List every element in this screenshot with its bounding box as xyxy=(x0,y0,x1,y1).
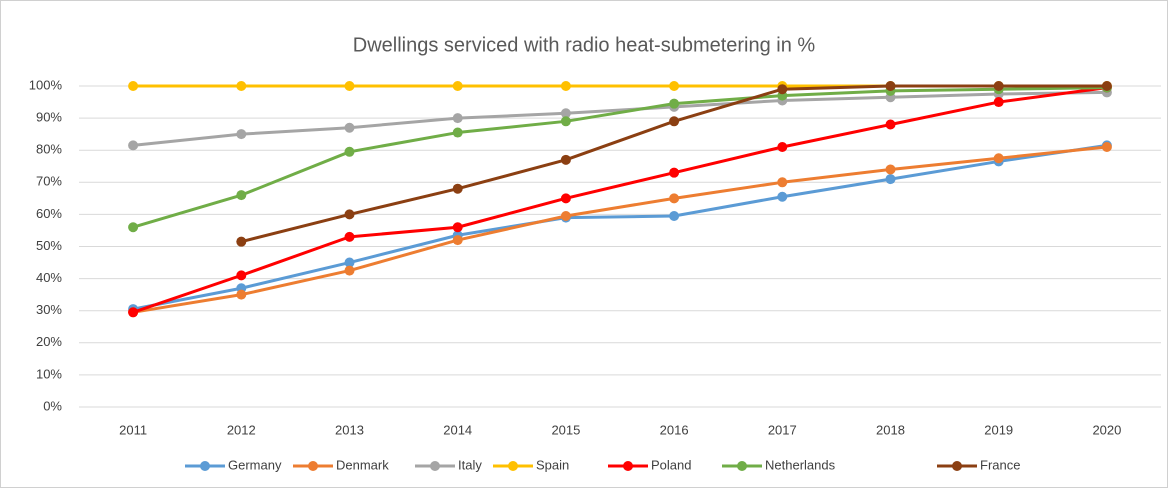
data-point xyxy=(885,81,896,91)
series-line xyxy=(132,145,1108,314)
x-tick-label: 2019 xyxy=(984,422,1013,437)
data-point xyxy=(777,177,788,188)
y-tick-label: 30% xyxy=(36,302,62,317)
legend-label: Italy xyxy=(458,457,482,472)
chart-title: Dwellings serviced with radio heat-subme… xyxy=(353,34,816,56)
data-point xyxy=(344,257,355,268)
y-tick-label: 40% xyxy=(36,270,62,285)
data-point xyxy=(452,235,463,246)
legend-label: Poland xyxy=(651,457,691,472)
data-point xyxy=(560,108,571,119)
data-point xyxy=(560,193,571,204)
y-tick-label: 100% xyxy=(29,77,63,92)
series-line xyxy=(132,143,1108,311)
x-tick-label: 2012 xyxy=(227,422,256,437)
data-point xyxy=(452,183,463,194)
y-tick-label: 20% xyxy=(36,334,62,349)
legend-label: Spain xyxy=(536,457,569,472)
legend-label: Denmark xyxy=(336,457,389,472)
legend-label: France xyxy=(980,457,1020,472)
series-line xyxy=(132,86,1108,314)
data-point xyxy=(128,140,139,151)
data-point xyxy=(993,97,1004,108)
legend-marker xyxy=(623,461,633,471)
data-point xyxy=(777,141,788,152)
data-point xyxy=(236,190,247,201)
data-point xyxy=(1101,141,1112,152)
x-tick-label: 2017 xyxy=(768,422,797,437)
data-point xyxy=(344,209,355,220)
data-point xyxy=(344,265,355,276)
data-point xyxy=(236,129,247,140)
data-point xyxy=(344,122,355,133)
data-point xyxy=(669,116,680,127)
data-point xyxy=(344,81,355,91)
y-tick-label: 70% xyxy=(36,174,62,189)
data-point xyxy=(777,84,788,95)
data-point xyxy=(236,289,247,300)
series-line xyxy=(132,86,1107,229)
data-point xyxy=(669,193,680,204)
data-point xyxy=(560,154,571,165)
data-point xyxy=(885,174,896,185)
x-tick-label: 2011 xyxy=(119,422,147,437)
data-point xyxy=(344,231,355,242)
data-point xyxy=(452,222,463,233)
data-point xyxy=(993,153,1004,164)
data-point xyxy=(236,270,247,281)
y-tick-label: 90% xyxy=(36,110,62,125)
data-point xyxy=(236,236,247,247)
data-point xyxy=(669,98,680,109)
data-point xyxy=(452,127,463,138)
data-point xyxy=(452,81,463,91)
data-point xyxy=(777,191,788,202)
data-point xyxy=(560,81,571,91)
data-point xyxy=(344,146,355,157)
series-line xyxy=(132,90,1107,147)
data-point xyxy=(993,81,1004,91)
legend-marker xyxy=(430,461,440,471)
legend-marker xyxy=(308,461,318,471)
data-point xyxy=(669,81,680,91)
data-point xyxy=(885,164,896,175)
legend-label: Germany xyxy=(228,457,282,472)
data-point xyxy=(236,81,247,91)
data-point xyxy=(1101,81,1112,91)
data-point xyxy=(669,167,680,178)
data-point xyxy=(452,113,463,124)
x-tick-label: 2013 xyxy=(335,422,364,437)
y-tick-label: 0% xyxy=(43,398,62,413)
legend-marker xyxy=(952,461,962,471)
x-tick-label: 2015 xyxy=(551,422,580,437)
data-point xyxy=(560,211,571,222)
data-point xyxy=(560,116,571,127)
x-tick-label: 2018 xyxy=(876,422,905,437)
data-point xyxy=(128,222,139,233)
data-point xyxy=(128,307,139,318)
legend-label: Netherlands xyxy=(765,457,836,472)
legend-marker xyxy=(737,461,747,471)
x-tick-label: 2016 xyxy=(660,422,689,437)
legend-marker xyxy=(200,461,210,471)
y-tick-label: 10% xyxy=(36,366,62,381)
data-point xyxy=(885,119,896,130)
x-tick-label: 2020 xyxy=(1092,422,1121,437)
y-tick-label: 60% xyxy=(36,206,62,221)
y-tick-label: 80% xyxy=(36,142,62,157)
legend-marker xyxy=(508,461,518,471)
y-tick-label: 50% xyxy=(36,238,62,253)
data-point xyxy=(669,211,680,222)
data-point xyxy=(128,81,139,91)
x-tick-label: 2014 xyxy=(443,422,472,437)
